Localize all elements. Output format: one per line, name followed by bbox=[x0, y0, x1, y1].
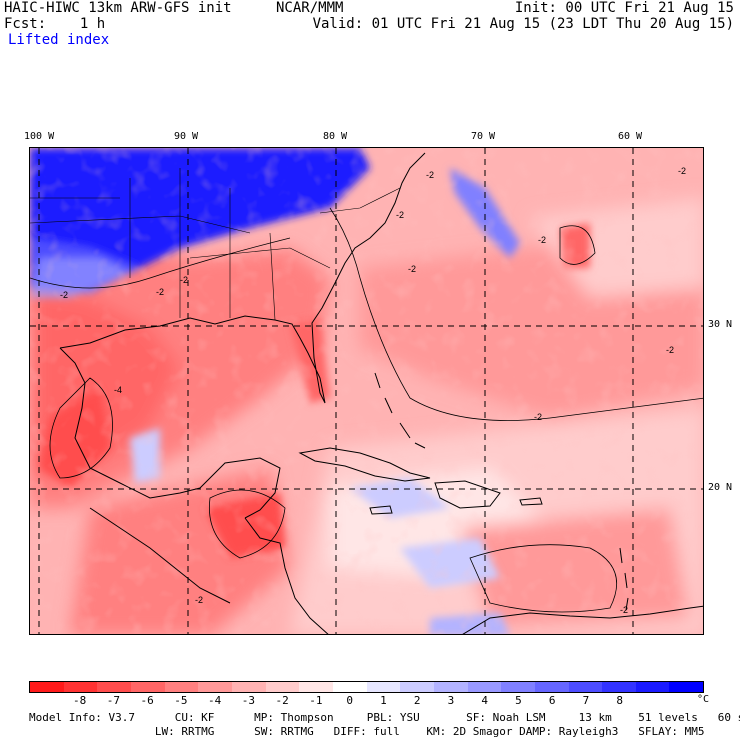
colorbar-swatch bbox=[467, 682, 502, 692]
colorbar-unit: °C bbox=[697, 694, 710, 705]
lat-label: 30 N bbox=[708, 319, 733, 330]
org-title: NCAR/MMM bbox=[276, 0, 344, 16]
colorbar-label: 7 bbox=[582, 694, 590, 707]
colorbar-label: 6 bbox=[548, 694, 556, 707]
forecast-hour: Fcst: 1 h bbox=[4, 16, 106, 32]
colorbar-label: -7 bbox=[106, 694, 120, 707]
field-texture bbox=[30, 148, 703, 634]
colorbar-label: 1 bbox=[380, 694, 387, 707]
contour-label: -2 bbox=[666, 345, 674, 355]
contour-label: -2 bbox=[678, 166, 686, 176]
colorbar-swatch bbox=[635, 682, 670, 692]
colorbar-label: 3 bbox=[447, 694, 455, 707]
state-borders bbox=[30, 168, 401, 321]
colorbar-swatch bbox=[501, 682, 535, 692]
lat-label: 20 N bbox=[708, 482, 733, 493]
colorbar-label: -4 bbox=[208, 694, 222, 707]
colorbar-swatch bbox=[332, 682, 367, 692]
contour-label: -2 bbox=[60, 290, 68, 300]
map-svg: -2 -2 -2 -2 -2 -2 -2 -2 -2 -2 -4 -2 -2 bbox=[30, 148, 703, 634]
coastlines bbox=[59, 152, 703, 634]
lon-label: 70 W bbox=[471, 131, 496, 142]
contour-lines bbox=[30, 207, 703, 613]
lon-label: 60 W bbox=[618, 131, 643, 142]
colorbar-label: 8 bbox=[616, 694, 623, 707]
contour-label: -2 bbox=[156, 287, 164, 297]
model-info-line1: Model Info: V3.7 CU: KF MP: Thompson PBL… bbox=[29, 711, 740, 724]
colorbar-swatch bbox=[366, 682, 401, 692]
colorbar-label: -8 bbox=[73, 694, 87, 707]
colorbar-swatch bbox=[669, 682, 704, 692]
colorbar-label: 0 bbox=[346, 694, 353, 707]
colorbar bbox=[29, 681, 704, 693]
colorbar-label: -5 bbox=[174, 694, 188, 707]
lon-label: 100 W bbox=[24, 131, 55, 142]
contour-label: -2 bbox=[620, 605, 628, 615]
field-name: Lifted index bbox=[8, 32, 110, 48]
colorbar-swatch bbox=[433, 682, 468, 692]
colorbar-swatch bbox=[198, 682, 232, 692]
colorbar-swatch bbox=[299, 682, 333, 692]
colorbar-label: -2 bbox=[275, 694, 289, 707]
lifted-index-map: -2 -2 -2 -2 -2 -2 -2 -2 -2 -2 -4 -2 -2 bbox=[29, 147, 704, 635]
colorbar-swatch bbox=[97, 682, 131, 692]
colorbar-swatch bbox=[568, 682, 603, 692]
contour-label: -2 bbox=[534, 412, 542, 422]
colorbar-label: -6 bbox=[140, 694, 154, 707]
colorbar-swatch bbox=[400, 682, 434, 692]
contour-labels: -2 -2 -2 -2 -2 -2 -2 -2 -2 -2 -4 -2 -2 bbox=[60, 166, 686, 615]
colorbar-swatch bbox=[231, 682, 266, 692]
colorbar-swatch bbox=[602, 682, 636, 692]
colorbar-swatch bbox=[130, 682, 165, 692]
colorbar-swatch bbox=[164, 682, 199, 692]
colorbar-swatch bbox=[30, 682, 64, 692]
colorbar-swatch bbox=[265, 682, 300, 692]
colorbar-label: -1 bbox=[309, 694, 323, 707]
model-title: HAIC-HIWC 13km ARW-GFS init bbox=[4, 0, 232, 16]
colorbar-label: 5 bbox=[515, 694, 522, 707]
lon-label: 80 W bbox=[323, 131, 348, 142]
contour-label: -2 bbox=[538, 235, 546, 245]
lon-label: 90 W bbox=[174, 131, 199, 142]
contour-label: -2 bbox=[408, 264, 416, 274]
contour-label: -2 bbox=[180, 275, 188, 285]
contour-label: -2 bbox=[396, 210, 404, 220]
colorbar-label: 4 bbox=[481, 694, 488, 707]
model-info-line2: LW: RRTMG SW: RRTMG DIFF: full KM: 2D Sm… bbox=[29, 725, 705, 738]
contour-label: -2 bbox=[426, 170, 434, 180]
graticule bbox=[30, 148, 703, 634]
colorbar-swatch bbox=[63, 682, 98, 692]
contour-label: -4 bbox=[114, 385, 122, 395]
colorbar-label: 2 bbox=[413, 694, 421, 707]
contour-label: -2 bbox=[195, 595, 203, 605]
init-time: Init: 00 UTC Fri 21 Aug 15 bbox=[514, 0, 734, 16]
valid-time: Valid: 01 UTC Fri 21 Aug 15 (23 LDT Thu … bbox=[312, 16, 734, 32]
colorbar-swatch bbox=[534, 682, 569, 692]
colorbar-label: -3 bbox=[241, 694, 255, 707]
